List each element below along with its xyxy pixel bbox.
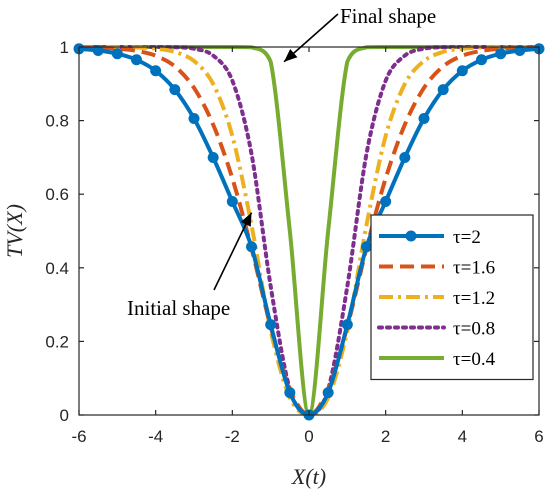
data-point [399, 152, 411, 164]
y-tick-label: 0.8 [45, 112, 69, 131]
data-point [188, 112, 200, 124]
x-tick-label: -2 [225, 427, 240, 446]
legend-label: τ=1.2 [453, 288, 495, 309]
legend-label: τ=1.6 [453, 258, 495, 279]
annotation-arrowhead [240, 212, 252, 227]
data-point [111, 48, 123, 60]
data-point [514, 45, 526, 56]
data-point [246, 241, 257, 253]
legend-label: τ=2 [453, 227, 481, 248]
y-tick-label: 0.6 [45, 185, 69, 204]
x-axis-label: X(t) [291, 464, 326, 489]
y-tick-label: 0.4 [45, 259, 69, 278]
data-point [361, 241, 372, 253]
data-point [207, 152, 219, 164]
annotation-label: Initial shape [127, 296, 230, 320]
data-point [150, 65, 162, 77]
data-point [341, 319, 353, 331]
annotation-arrowhead [284, 48, 298, 62]
data-point [226, 196, 238, 208]
data-point [284, 387, 296, 399]
x-tick-label: 6 [534, 427, 543, 446]
data-point [169, 84, 181, 96]
legend-box [370, 214, 534, 381]
data-point [322, 387, 334, 399]
data-point [456, 65, 468, 77]
data-point [476, 54, 487, 66]
axes-layer: -6 -4 -2 0 2 4 6 0 0.2 0.4 0.6 0.8 1 X(t) TV(X) [2, 38, 544, 489]
x-tick-label: -4 [148, 427, 163, 446]
data-point [418, 112, 430, 124]
annotation-label: Final shape [340, 4, 436, 28]
legend-label: τ=0.4 [453, 349, 496, 370]
annotation-arrow [213, 212, 253, 291]
annotation-layer: Final shape Initial shape [127, 4, 436, 320]
data-point [131, 54, 142, 66]
data-point [495, 48, 507, 60]
y-tick-label: 1 [60, 38, 69, 57]
data-point [380, 196, 392, 208]
data-point [437, 84, 449, 96]
x-tick-label: -6 [71, 427, 86, 446]
y-tick-label: 0 [60, 406, 69, 425]
legend: τ=2 τ=1.6 τ=1.2 τ=0.8 τ=0.4 [370, 214, 534, 381]
data-point [265, 319, 277, 331]
x-tick-label: 0 [304, 427, 313, 446]
y-axis-label: TV(X) [2, 204, 27, 258]
x-tick-label: 4 [458, 427, 467, 446]
legend-marker [405, 230, 417, 242]
y-tick-label: 0.2 [45, 332, 69, 351]
data-point [92, 45, 104, 56]
legend-label: τ=0.8 [453, 319, 495, 340]
x-tick-label: 2 [381, 427, 390, 446]
